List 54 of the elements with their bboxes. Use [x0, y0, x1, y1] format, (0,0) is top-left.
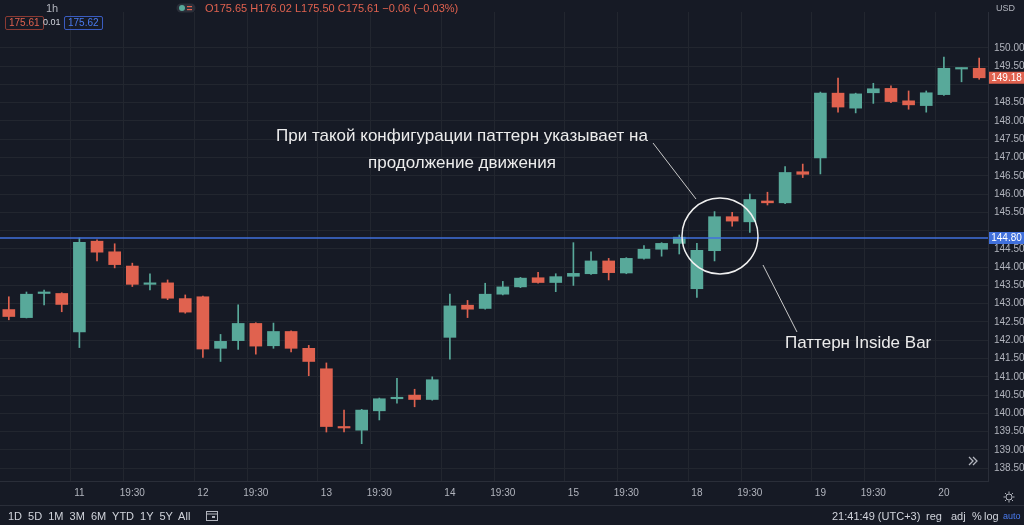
text: 21:41:49 (UTC+3) — [832, 510, 921, 522]
y-tick-label: 138.50 — [994, 461, 1024, 473]
text: auto — [1003, 511, 1021, 521]
annotation: 175.62 — [64, 16, 103, 30]
y-tick-label: 148.00 — [994, 114, 1024, 126]
y-tick-label: 140.50 — [994, 388, 1024, 400]
y-tick-label: 147.50 — [994, 132, 1024, 144]
text: 1D 5D 1M 3M 6M YTD 1Y 5Y All — [8, 510, 191, 522]
y-tick-label: 147.00 — [994, 151, 1024, 163]
x-tick-label: 19:30 — [860, 486, 887, 498]
y-tick-label: 139.00 — [994, 443, 1024, 455]
text: % — [972, 510, 982, 522]
y-tick-label: 141.00 — [994, 370, 1024, 382]
y-tick-label: 143.00 — [994, 297, 1024, 309]
x-tick-label: 20 — [938, 486, 950, 498]
y-tick-label: 148.50 — [994, 96, 1024, 108]
ref-line-label: 144.80 — [991, 231, 1023, 243]
y-tick-label: 144.50 — [994, 242, 1024, 254]
y-tick-label: 142.50 — [994, 315, 1024, 327]
x-tick-label: 19 — [814, 486, 827, 498]
x-tick-label: 19:30 — [366, 486, 393, 498]
x-tick-label: 19:30 — [119, 486, 146, 498]
y-tick-label: 149.50 — [994, 59, 1024, 71]
annotation: 175.61 — [5, 16, 44, 30]
x-tick-label: 12 — [197, 486, 209, 498]
x-tick-label: 19:30 — [243, 486, 269, 498]
annotation: Паттерн Inside Bar — [785, 333, 932, 353]
x-tick-label: 19:30 — [737, 486, 763, 498]
text: log — [984, 510, 999, 522]
y-tick-label: 140.00 — [994, 407, 1024, 419]
text: 149.18 — [991, 71, 1022, 83]
text: adj — [951, 510, 966, 522]
text: reg — [926, 510, 942, 522]
y-tick-label: 141.50 — [994, 352, 1024, 364]
y-tick-label: 144.00 — [994, 260, 1024, 272]
y-tick-label: 142.00 — [994, 334, 1024, 346]
x-tick-label: 14 — [444, 486, 456, 498]
x-tick-label: 13 — [320, 486, 333, 498]
annotation: O175.65 H176.02 L175.50 C175.61 −0.06 (−0.03%) — [205, 2, 459, 14]
y-tick-label: 145.50 — [994, 206, 1024, 218]
x-tick-label: 11 — [74, 486, 86, 498]
y-tick-label: 139.50 — [994, 425, 1024, 437]
candlestick — [866, 82, 880, 104]
x-tick-label: 18 — [691, 486, 703, 498]
y-tick-label: 143.50 — [994, 279, 1024, 291]
x-tick-label: 15 — [567, 486, 580, 498]
text: USD — [996, 3, 1016, 13]
y-tick-label: 150.00 — [994, 41, 1024, 53]
annotation: 1h — [46, 2, 59, 14]
x-tick-label: 19:30 — [490, 486, 516, 498]
y-tick-label: 146.00 — [994, 187, 1024, 199]
annotation: При такой конфигурации паттерн указывает на продолжение движения — [275, 125, 649, 174]
y-tick-label: 146.50 — [994, 169, 1024, 181]
x-tick-label: 19:30 — [613, 486, 640, 498]
